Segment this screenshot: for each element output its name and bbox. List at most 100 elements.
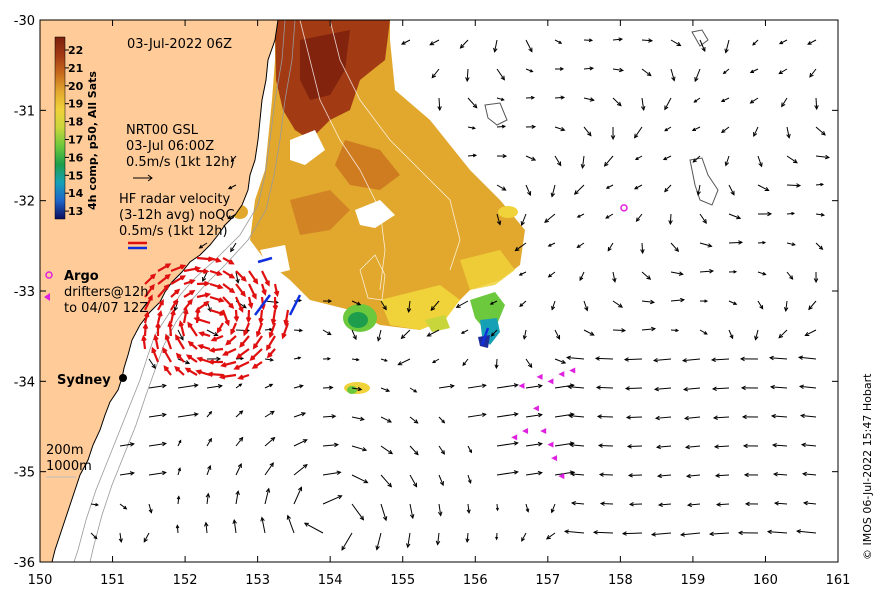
current-vector (669, 213, 672, 225)
current-vector-head (795, 529, 802, 534)
current-vector-head (565, 355, 571, 361)
current-vector (467, 503, 470, 513)
current-vector-head (400, 334, 406, 340)
current-vector-head (818, 245, 824, 251)
current-vector (809, 68, 817, 78)
current-vector (264, 358, 273, 361)
current-vector (554, 442, 574, 447)
current-vector (519, 300, 527, 307)
current-vector (467, 384, 486, 389)
current-vector-head (384, 358, 388, 362)
current-vector (803, 473, 817, 476)
current-vector (293, 412, 306, 418)
current-vector-head (426, 332, 432, 337)
current-vector-head (118, 538, 123, 544)
hf-radar-vector-head (141, 334, 147, 342)
current-vector-head (646, 71, 652, 77)
current-vector-head (743, 472, 749, 478)
current-vector-head (711, 386, 717, 391)
current-vector-head (432, 359, 436, 364)
current-vector (544, 213, 556, 223)
current-vector-head (605, 185, 610, 189)
current-vector-head (327, 331, 332, 336)
current-vector-head (580, 163, 586, 169)
hf-radar-vector-head (164, 333, 170, 340)
y-tick-label: -30 (14, 14, 35, 29)
current-vector-head (429, 41, 435, 46)
hf-radar-vector-head (266, 344, 272, 351)
current-vector-head (713, 444, 719, 449)
current-vector-head (796, 183, 802, 188)
current-vector-head (336, 470, 342, 476)
current-vector (380, 300, 387, 310)
drifter-marker (547, 378, 554, 385)
current-vector-head (527, 363, 533, 369)
current-vector-head (783, 306, 789, 313)
hf-radar-vector-head (189, 279, 196, 285)
current-vector-head (522, 335, 527, 340)
current-vector-head (500, 75, 505, 81)
current-vector (659, 503, 672, 506)
drifter-legend-line2: to 04/07 12Z (64, 301, 148, 316)
current-vector (148, 413, 166, 418)
current-vector (714, 445, 730, 448)
current-vector (697, 184, 701, 195)
current-vector (496, 97, 504, 101)
current-vector (773, 473, 788, 476)
current-vector-head (431, 73, 437, 79)
current-vector-head (439, 481, 444, 487)
hf-radar-vector-head (193, 316, 200, 323)
hf-radar-vector-head (203, 280, 211, 287)
nrt-scale-arrowhead (147, 174, 153, 182)
current-vector-head (198, 244, 204, 249)
current-vector (612, 300, 623, 308)
current-vector (778, 329, 788, 339)
current-vector-head (472, 153, 478, 158)
map-title: 03-Jul-2022 06Z (127, 37, 232, 52)
hf-radar-vector-head (243, 330, 249, 337)
current-vector-head (802, 500, 808, 506)
current-vector (728, 184, 735, 196)
current-vector-head (413, 389, 418, 393)
current-vector (304, 522, 324, 534)
current-vector (202, 271, 208, 282)
argo-float-marker (620, 204, 628, 212)
current-vector (525, 503, 529, 512)
current-vector-head (537, 441, 543, 447)
current-vector (551, 503, 556, 513)
current-vector-head (610, 135, 616, 141)
hf-radar-vector-head (261, 289, 267, 296)
current-vector (427, 329, 440, 337)
current-vector-head (599, 501, 605, 506)
island-outline-lord-howe (689, 157, 719, 206)
current-vector (582, 155, 585, 168)
x-tick-label: 159 (680, 573, 705, 588)
current-vector-head (656, 473, 662, 479)
x-tick-label: 157 (535, 573, 560, 588)
current-vector-head (382, 305, 387, 311)
current-vector-head (179, 335, 184, 341)
current-vector-head (387, 418, 393, 423)
current-vector-head (612, 277, 617, 283)
current-vector (264, 383, 273, 389)
current-vector (401, 329, 411, 339)
hf-radar-vector (250, 348, 263, 361)
current-vector-head (635, 217, 640, 222)
current-vector (567, 356, 585, 360)
current-vector (683, 358, 701, 362)
current-vector (554, 39, 562, 44)
current-vector-head (148, 509, 153, 514)
current-vector-head (555, 334, 561, 340)
island-outline-north (691, 29, 709, 47)
hf-radar-vector-head (272, 304, 279, 312)
current-vector (554, 358, 566, 364)
current-vector (409, 503, 414, 519)
surface-current-vectors (90, 37, 831, 551)
current-vector-head (537, 412, 543, 418)
current-vector-head (462, 362, 467, 367)
current-vector-head (679, 532, 685, 537)
hf-radar-vector-head (233, 364, 240, 370)
hf-radar-vector-head (194, 266, 202, 272)
current-vector-head (176, 495, 181, 500)
current-vector-head (576, 244, 581, 249)
